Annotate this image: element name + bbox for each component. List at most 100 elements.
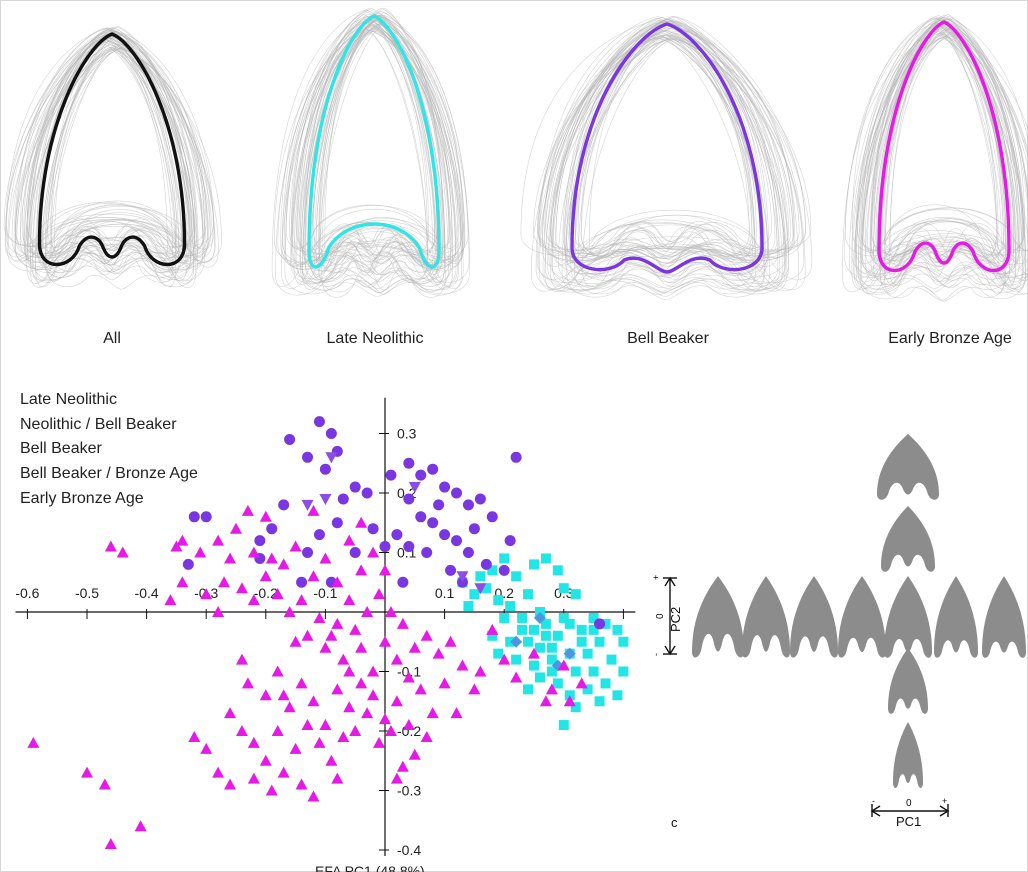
data-point xyxy=(570,666,581,677)
data-point xyxy=(212,534,225,546)
data-point xyxy=(271,665,284,677)
data-point xyxy=(390,772,403,784)
data-point xyxy=(313,611,326,623)
data-point xyxy=(517,624,528,635)
data-point xyxy=(325,452,338,464)
panel-label-late-neolithic: Late Neolithic xyxy=(326,330,424,347)
data-point xyxy=(212,606,225,617)
data-point xyxy=(499,553,510,564)
data-point xyxy=(331,772,344,784)
y-tick-label: -0.4 xyxy=(397,842,421,858)
x-tick-label: -0.4 xyxy=(135,585,159,601)
mean-outline-late-neolithic xyxy=(307,14,441,269)
data-point xyxy=(325,629,338,641)
data-point xyxy=(439,481,451,493)
data-point xyxy=(558,720,569,731)
data-point xyxy=(582,648,593,659)
data-point xyxy=(438,677,451,689)
data-point xyxy=(402,719,415,731)
data-point xyxy=(403,493,415,505)
pc2-plus-sign: + xyxy=(651,575,661,580)
data-point xyxy=(349,481,361,493)
data-point xyxy=(570,702,581,713)
morpho-shape-pc1-5 xyxy=(934,576,978,658)
data-point xyxy=(331,683,344,695)
data-point xyxy=(331,617,344,629)
morpho-shape-pc1-6 xyxy=(982,576,1026,658)
series-early-bronze-age xyxy=(27,504,588,850)
data-point xyxy=(480,558,492,570)
data-point xyxy=(618,666,629,677)
data-point xyxy=(361,487,373,499)
y-tick-label: 0.3 xyxy=(397,426,417,442)
data-point xyxy=(259,689,272,701)
data-point xyxy=(259,754,272,766)
data-point xyxy=(277,558,290,570)
data-point xyxy=(224,778,237,790)
data-point xyxy=(576,624,587,635)
data-point xyxy=(355,677,368,689)
data-point xyxy=(277,766,290,778)
data-point xyxy=(588,612,599,623)
data-point xyxy=(426,707,439,719)
data-point xyxy=(498,653,511,665)
data-point xyxy=(481,583,492,594)
mean-outline-bell-beaker xyxy=(570,22,764,274)
data-point xyxy=(403,457,415,469)
morpho-shape-pc1-0 xyxy=(692,576,744,658)
pc1-plus-sign: + xyxy=(942,796,947,806)
morpho-shape-pc1-2 xyxy=(790,576,838,658)
data-point xyxy=(319,493,332,505)
data-point xyxy=(396,760,409,772)
scatter-axes: -0.6-0.5-0.4-0.3-0.2-0.10.10.20.30.30.20… xyxy=(15,397,636,872)
data-point xyxy=(307,570,320,582)
data-point xyxy=(230,522,242,534)
panel-label-all: All xyxy=(103,330,121,347)
data-point xyxy=(511,571,522,582)
data-point xyxy=(104,838,117,850)
data-point xyxy=(517,612,528,623)
series-bell-beaker-bronze-age xyxy=(301,452,487,595)
data-point xyxy=(534,672,545,683)
data-point xyxy=(212,766,225,778)
data-point xyxy=(505,601,516,612)
data-point xyxy=(259,510,272,522)
data-point xyxy=(241,504,254,516)
data-point xyxy=(487,630,498,641)
data-point xyxy=(385,469,397,481)
data-point xyxy=(403,541,415,553)
data-point xyxy=(600,678,611,689)
data-point xyxy=(176,534,189,546)
data-point xyxy=(319,552,332,564)
data-point xyxy=(600,618,611,629)
data-point xyxy=(523,684,534,695)
data-point xyxy=(558,612,569,623)
data-point xyxy=(188,730,201,742)
data-point xyxy=(337,493,349,505)
data-point xyxy=(331,517,343,529)
data-point xyxy=(475,571,486,582)
data-point xyxy=(564,618,575,629)
series-bell-beaker xyxy=(182,416,606,630)
data-point xyxy=(456,571,469,583)
data-point xyxy=(523,589,534,600)
mean-outline-early-bronze-age xyxy=(877,20,1011,273)
pc1-axis: - 0 + PC1 xyxy=(870,796,950,829)
data-point xyxy=(540,630,551,641)
data-point xyxy=(557,659,570,671)
data-point xyxy=(319,719,332,731)
data-point xyxy=(343,701,356,713)
data-point xyxy=(116,546,129,558)
data-point xyxy=(247,772,260,784)
morpho-shape-pc1-1 xyxy=(742,576,790,658)
data-point xyxy=(558,583,569,594)
spaghetti-early-bronze-age xyxy=(842,14,1028,302)
data-point xyxy=(575,677,588,689)
data-point xyxy=(563,695,576,707)
x-tick-label: 0.1 xyxy=(435,585,455,601)
data-point xyxy=(278,499,290,511)
data-point xyxy=(510,671,523,683)
data-point xyxy=(176,576,189,588)
data-point xyxy=(361,707,374,719)
data-point xyxy=(283,606,296,617)
